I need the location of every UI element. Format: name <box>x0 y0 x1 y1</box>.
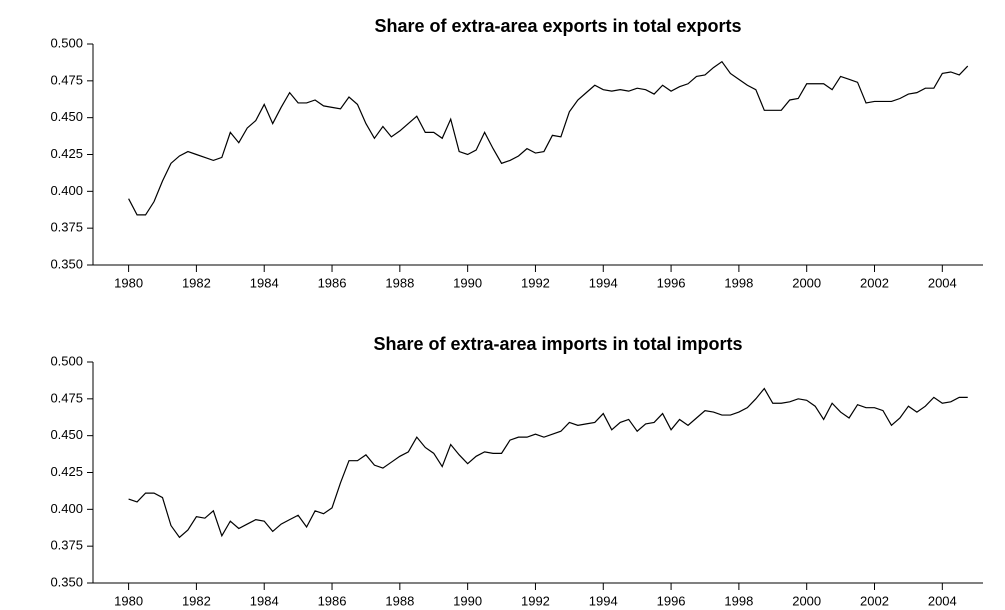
x-tick-label: 1980 <box>114 593 143 608</box>
x-tick-label: 2002 <box>860 593 889 608</box>
x-tick-label: 1994 <box>589 593 618 608</box>
y-tick-label: 0.425 <box>50 146 83 161</box>
x-tick-label: 1990 <box>453 593 482 608</box>
x-tick-label: 2004 <box>928 275 957 290</box>
x-tick-label: 1992 <box>521 593 550 608</box>
x-tick-label: 2000 <box>792 593 821 608</box>
y-tick-label: 0.475 <box>50 390 83 405</box>
x-tick-label: 1982 <box>182 275 211 290</box>
x-tick-label: 1984 <box>250 275 279 290</box>
x-tick-label: 1982 <box>182 593 211 608</box>
x-tick-label: 1994 <box>589 275 618 290</box>
x-tick-label: 1998 <box>724 593 753 608</box>
y-tick-label: 0.475 <box>50 72 83 87</box>
x-tick-label: 1988 <box>385 593 414 608</box>
y-tick-label: 0.425 <box>50 464 83 479</box>
chart-title: Share of extra-area imports in total imp… <box>373 334 742 354</box>
y-tick-label: 0.500 <box>50 353 83 368</box>
y-tick-label: 0.350 <box>50 574 83 589</box>
data-line <box>128 60 969 216</box>
y-tick-label: 0.500 <box>50 35 83 50</box>
x-tick-label: 2000 <box>792 275 821 290</box>
y-tick-label: 0.400 <box>50 183 83 198</box>
y-tick-label: 0.400 <box>50 501 83 516</box>
x-tick-label: 1996 <box>657 275 686 290</box>
x-tick-label: 1998 <box>724 275 753 290</box>
x-tick-label: 1996 <box>657 593 686 608</box>
data-line <box>128 387 968 539</box>
y-tick-label: 0.450 <box>50 427 83 442</box>
x-tick-label: 1990 <box>453 275 482 290</box>
x-tick-label: 1984 <box>250 593 279 608</box>
y-tick-label: 0.375 <box>50 538 83 553</box>
x-tick-label: 1986 <box>318 593 347 608</box>
x-tick-label: 1988 <box>385 275 414 290</box>
y-tick-label: 0.350 <box>50 256 83 271</box>
y-tick-label: 0.375 <box>50 220 83 235</box>
y-tick-label: 0.450 <box>50 109 83 124</box>
x-tick-label: 2002 <box>860 275 889 290</box>
chart-title: Share of extra-area exports in total exp… <box>374 16 741 36</box>
x-tick-label: 1980 <box>114 275 143 290</box>
x-tick-label: 2004 <box>928 593 957 608</box>
x-tick-label: 1992 <box>521 275 550 290</box>
x-tick-label: 1986 <box>318 275 347 290</box>
